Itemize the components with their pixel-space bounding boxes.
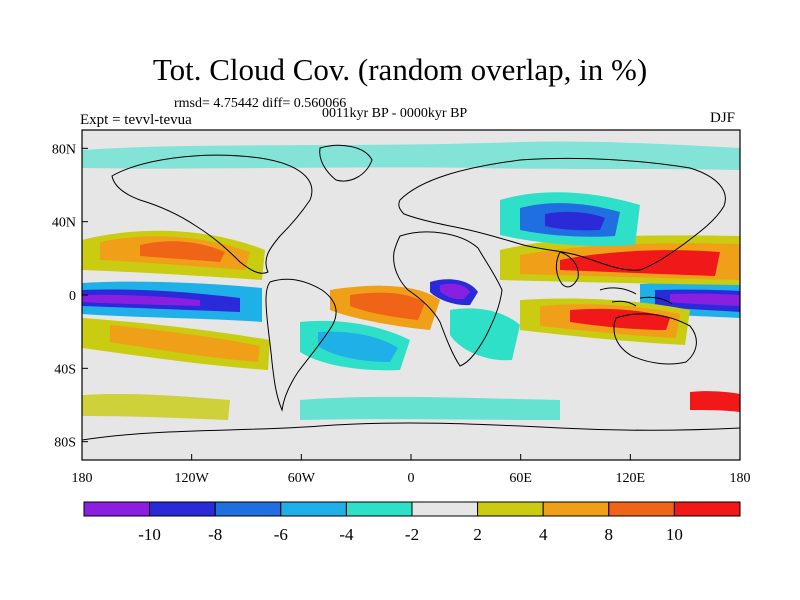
pos-band-north-pacific-red	[140, 241, 225, 262]
map-title: Tot. Cloud Cov. (random overlap, in %)	[152, 52, 648, 87]
pos-southern-ocean-west	[82, 393, 230, 420]
pos-band-south-pacific-orange	[110, 325, 260, 362]
lon-tick-label: 0	[408, 471, 415, 486]
coast-africa	[393, 231, 503, 367]
season-label: DJF	[710, 110, 736, 126]
coastlines	[82, 144, 740, 441]
lat-tick-label: 0	[69, 289, 76, 304]
neg-band-eq-pacific-center	[82, 294, 200, 306]
coast-maritime-continent	[599, 287, 673, 307]
colorbar-swatch	[214, 501, 282, 517]
lon-tick-label: 60E	[509, 471, 532, 486]
lon-tick-label: 60W	[288, 471, 316, 486]
colorbar-label: 4	[539, 525, 548, 544]
neg-southern-ocean	[300, 396, 560, 420]
lon-tick-label: 120E	[616, 471, 646, 486]
lat-tick-label: 80S	[54, 436, 76, 451]
pos-band-equatorial-atlantic-red	[350, 292, 425, 320]
neg-south-atlantic-core	[318, 331, 398, 362]
colorbar-swatch	[83, 501, 151, 517]
lat-tick-label: 40N	[52, 216, 76, 231]
lon-tick-label: 180	[730, 471, 751, 486]
lon-tick-label: 180	[72, 471, 93, 486]
coast-india	[555, 251, 579, 288]
colorbar-label: 10	[666, 525, 683, 544]
colorbar-label: -6	[274, 525, 288, 544]
coast-north-america	[111, 154, 313, 274]
lat-tick-label: 40S	[54, 362, 76, 377]
colorbar-label: -4	[339, 525, 354, 544]
colorbar-swatch	[608, 501, 675, 517]
experiment-label: Expt = tevvl-tevua	[80, 112, 192, 128]
coast-greenland	[319, 144, 373, 182]
colorbar-swatch	[149, 501, 216, 517]
cloud-anomaly-field	[82, 141, 740, 420]
colorbar-label: 8	[605, 525, 614, 544]
pos-band-asia-red	[560, 250, 720, 276]
stats-line: rmsd= 4.75442 diff= 0.560066	[174, 96, 347, 111]
colorbar-labels: -10 -8 -6 -4 -2 2 4 8 10	[138, 525, 683, 544]
lat-ticks: 80N 40N 0 40S 80S	[52, 142, 88, 451]
coast-eurasia	[398, 157, 726, 271]
colorbar-label: -2	[405, 525, 419, 544]
lon-tick-label: 120W	[175, 471, 210, 486]
map-subtitle: 0011kyr BP - 0000kyr BP	[322, 106, 468, 121]
colorbar-label: -8	[208, 525, 222, 544]
neg-east-africa	[450, 308, 520, 361]
colorbar-swatch	[477, 501, 544, 517]
coast-antarctica	[82, 422, 740, 441]
coast-south-america	[265, 278, 337, 412]
lon-ticks: 180 120W 60W 0 60E 120E 180	[72, 454, 751, 486]
coast-australia	[613, 313, 697, 365]
colorbar	[83, 501, 741, 517]
neg-band-west-pacific-center	[670, 293, 740, 306]
colorbar-label: 2	[473, 525, 482, 544]
neg-eurasia-center	[545, 211, 605, 231]
neg-central-africa-center	[440, 283, 470, 300]
colorbar-swatch	[673, 501, 741, 517]
colorbar-swatch	[542, 501, 610, 517]
lat-tick-label: 80N	[52, 142, 76, 157]
pos-southern-ocean-east	[690, 391, 740, 412]
colorbar-swatch	[345, 501, 413, 517]
colorbar-swatch	[411, 501, 479, 517]
colorbar-swatch	[280, 501, 347, 517]
neg-arctic-band	[82, 141, 740, 170]
colorbar-label: -10	[138, 525, 161, 544]
